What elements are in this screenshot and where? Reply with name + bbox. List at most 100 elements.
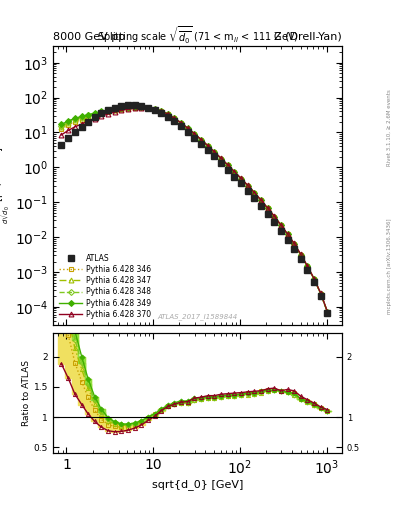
- Pythia 6.428 347: [159, 108, 163, 114]
- Pythia 6.428 347: [119, 105, 124, 112]
- Pythia 6.428 346: [252, 189, 257, 196]
- ATLAS: [285, 237, 290, 243]
- ATLAS: [252, 195, 257, 201]
- Pythia 6.428 347: [279, 222, 283, 228]
- Pythia 6.428 349: [259, 197, 263, 203]
- Pythia 6.428 347: [298, 252, 303, 258]
- Pythia 6.428 348: [252, 190, 257, 196]
- ATLAS: [259, 203, 263, 209]
- Pythia 6.428 370: [305, 263, 310, 269]
- Pythia 6.428 349: [92, 110, 97, 116]
- Pythia 6.428 346: [225, 162, 230, 168]
- ATLAS: [219, 160, 223, 166]
- Pythia 6.428 348: [318, 290, 323, 296]
- Pythia 6.428 349: [106, 107, 110, 113]
- Pythia 6.428 346: [219, 156, 223, 162]
- Pythia 6.428 370: [272, 213, 277, 219]
- Pythia 6.428 370: [92, 116, 97, 122]
- Pythia 6.428 346: [279, 222, 283, 228]
- ATLAS: [185, 129, 190, 135]
- Pythia 6.428 349: [73, 115, 77, 121]
- Pythia 6.428 348: [132, 104, 137, 110]
- Pythia 6.428 370: [252, 189, 257, 196]
- Pythia 6.428 347: [66, 120, 71, 126]
- Pythia 6.428 346: [119, 106, 124, 112]
- Y-axis label: $\frac{d\sigma}{d\sqrt{d_0}}$ [pb,GeV$^{-1}$]: $\frac{d\sigma}{d\sqrt{d_0}}$ [pb,GeV$^{…: [0, 147, 13, 224]
- Pythia 6.428 347: [59, 124, 64, 131]
- Pythia 6.428 347: [92, 111, 97, 117]
- Pythia 6.428 348: [66, 119, 71, 125]
- Pythia 6.428 348: [212, 149, 217, 155]
- Pythia 6.428 348: [219, 156, 223, 162]
- Pythia 6.428 348: [292, 241, 296, 247]
- Pythia 6.428 347: [252, 190, 257, 196]
- Pythia 6.428 346: [192, 131, 197, 137]
- ATLAS: [272, 219, 277, 225]
- Pythia 6.428 370: [285, 231, 290, 237]
- Line: Pythia 6.428 347: Pythia 6.428 347: [59, 105, 330, 314]
- Pythia 6.428 349: [292, 241, 296, 247]
- Pythia 6.428 346: [152, 106, 157, 112]
- ATLAS: [132, 102, 137, 109]
- Pythia 6.428 348: [92, 111, 97, 117]
- Y-axis label: Ratio to ATLAS: Ratio to ATLAS: [22, 360, 31, 426]
- Line: Pythia 6.428 346: Pythia 6.428 346: [59, 105, 330, 314]
- Pythia 6.428 370: [179, 120, 184, 126]
- Pythia 6.428 346: [132, 104, 137, 111]
- Pythia 6.428 348: [239, 176, 243, 182]
- Pythia 6.428 349: [179, 120, 184, 126]
- Pythia 6.428 349: [285, 231, 290, 238]
- Pythia 6.428 347: [305, 264, 310, 270]
- Pythia 6.428 348: [259, 197, 263, 203]
- Pythia 6.428 370: [119, 108, 124, 114]
- Pythia 6.428 370: [232, 168, 237, 175]
- ATLAS: [179, 123, 184, 130]
- ATLAS: [112, 105, 117, 111]
- Pythia 6.428 346: [212, 149, 217, 155]
- Pythia 6.428 370: [212, 149, 217, 155]
- Pythia 6.428 347: [265, 205, 270, 211]
- ATLAS: [232, 174, 237, 180]
- Pythia 6.428 346: [66, 122, 71, 128]
- Pythia 6.428 347: [219, 156, 223, 162]
- Pythia 6.428 347: [112, 106, 117, 113]
- Pythia 6.428 370: [265, 205, 270, 211]
- Pythia 6.428 370: [245, 182, 250, 188]
- Pythia 6.428 346: [185, 125, 190, 132]
- Pythia 6.428 347: [179, 120, 184, 126]
- Pythia 6.428 346: [292, 241, 296, 247]
- Pythia 6.428 346: [86, 115, 90, 121]
- Pythia 6.428 347: [206, 143, 210, 149]
- Pythia 6.428 370: [73, 124, 77, 130]
- ATLAS: [126, 102, 130, 109]
- Pythia 6.428 349: [318, 290, 323, 296]
- Pythia 6.428 347: [199, 137, 204, 143]
- Pythia 6.428 346: [265, 205, 270, 211]
- Pythia 6.428 346: [112, 108, 117, 114]
- Pythia 6.428 346: [59, 126, 64, 132]
- Pythia 6.428 349: [239, 176, 243, 182]
- ATLAS: [66, 135, 71, 141]
- ATLAS: [318, 292, 323, 298]
- Pythia 6.428 348: [245, 183, 250, 189]
- ATLAS: [92, 114, 97, 120]
- Pythia 6.428 347: [192, 131, 197, 137]
- Pythia 6.428 348: [192, 131, 197, 137]
- Pythia 6.428 347: [139, 104, 144, 110]
- Pythia 6.428 346: [199, 137, 204, 143]
- Pythia 6.428 347: [259, 198, 263, 204]
- Pythia 6.428 370: [185, 125, 190, 132]
- Pythia 6.428 347: [79, 115, 84, 121]
- Pythia 6.428 370: [219, 155, 223, 161]
- Pythia 6.428 346: [298, 252, 303, 258]
- Pythia 6.428 347: [232, 169, 237, 175]
- Pythia 6.428 370: [79, 121, 84, 127]
- Pythia 6.428 348: [59, 123, 64, 129]
- Pythia 6.428 349: [219, 156, 223, 162]
- Pythia 6.428 349: [99, 109, 104, 115]
- ATLAS: [199, 141, 204, 147]
- Pythia 6.428 370: [152, 106, 157, 113]
- Pythia 6.428 348: [139, 104, 144, 110]
- Pythia 6.428 370: [126, 106, 130, 112]
- Pythia 6.428 348: [79, 114, 84, 120]
